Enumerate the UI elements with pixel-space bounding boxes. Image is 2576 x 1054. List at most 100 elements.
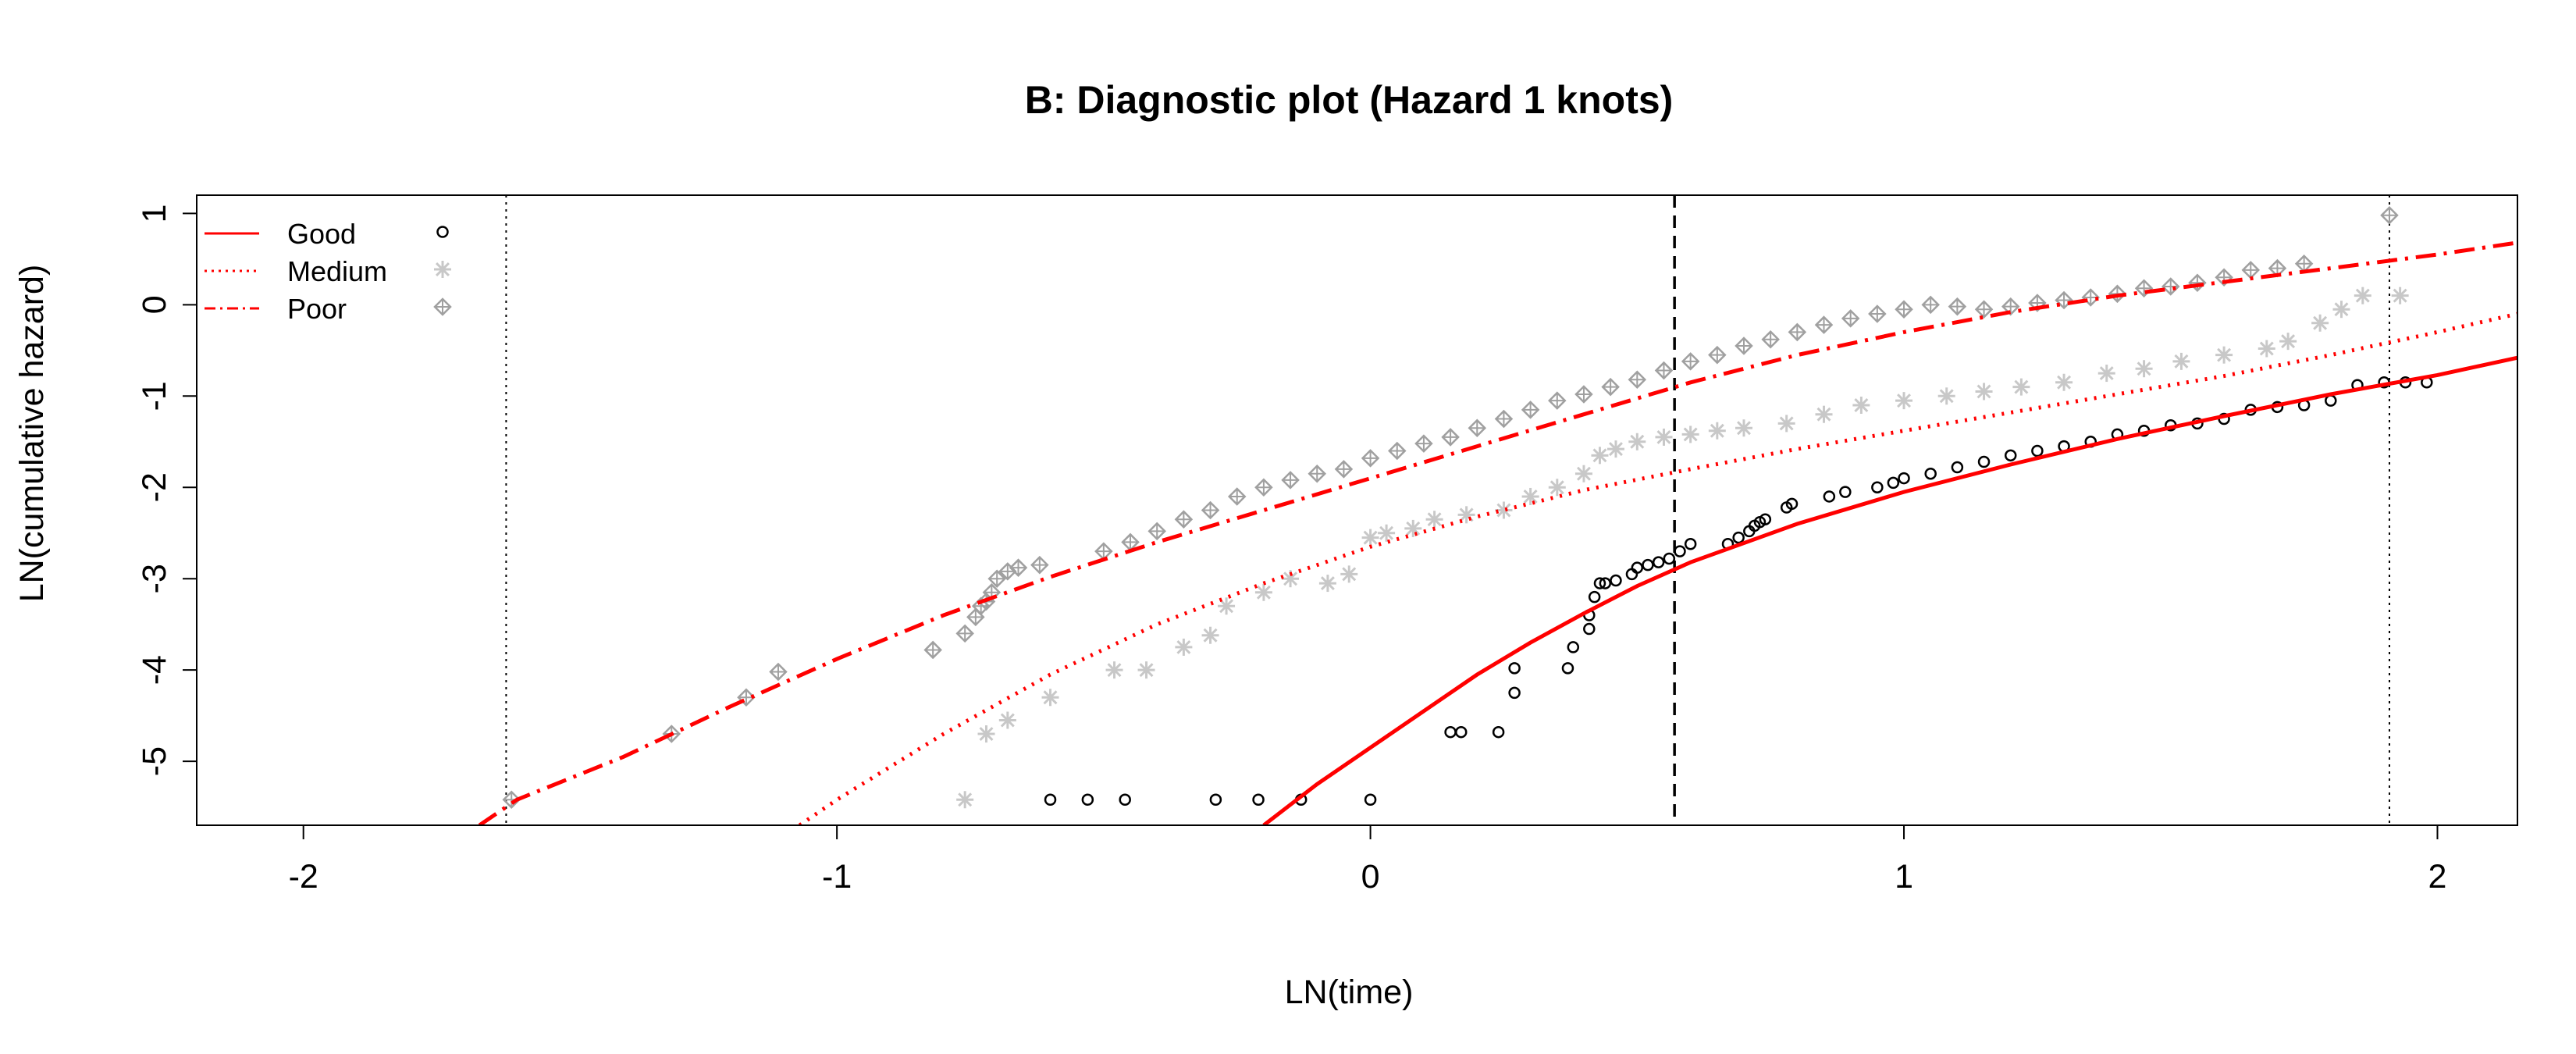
good-point <box>1924 467 1937 480</box>
medium-point <box>1175 638 1193 656</box>
medium-point <box>1425 511 1443 529</box>
medium-point <box>1708 422 1726 440</box>
medium-point <box>1628 433 1646 450</box>
medium-point <box>956 791 974 809</box>
circle-marker-shape <box>1759 513 1772 525</box>
medium-point <box>1735 419 1752 437</box>
medium-point <box>1137 661 1155 679</box>
poor-point <box>923 640 942 660</box>
asterisk-marker-stroke <box>2355 288 2370 303</box>
good-point <box>2031 444 2044 458</box>
poor-point <box>1174 510 1194 529</box>
poor-point <box>955 624 974 643</box>
poor-point <box>1974 300 1994 319</box>
asterisk-marker-stroke <box>1592 448 1607 463</box>
poor-point <box>1030 555 1049 575</box>
asterisk-marker-stroke <box>1219 599 1234 614</box>
good-point <box>1492 725 1505 739</box>
asterisk-marker-stroke <box>1283 572 1298 586</box>
circle-marker-shape <box>2031 444 2044 458</box>
circle-marker-shape <box>1977 455 1991 468</box>
circle-marker-shape <box>1588 590 1601 604</box>
asterisk-marker-stroke <box>979 727 994 742</box>
poor-point <box>1841 309 1860 328</box>
good-point <box>2325 394 2337 407</box>
good-point <box>1823 490 1836 503</box>
legend-marker-good <box>436 226 449 238</box>
asterisk-marker-stroke <box>1576 466 1591 481</box>
circle-marker-shape <box>1674 545 1686 557</box>
poor-point <box>2001 297 2020 316</box>
circle-marker-shape <box>1652 556 1665 568</box>
legend-label-medium: Medium <box>287 255 387 287</box>
poor-series <box>478 205 2517 825</box>
good-point <box>1209 793 1222 807</box>
asterisk-marker-stroke <box>1550 480 1564 495</box>
asterisk-marker-stroke <box>1406 521 1421 536</box>
asterisk-marker-stroke <box>2259 341 2274 356</box>
asterisk-marker-stroke <box>1000 713 1015 728</box>
legend-item-poor: Poor <box>205 293 452 325</box>
medium-point <box>1361 529 1379 547</box>
asterisk-marker-stroke <box>1320 576 1335 591</box>
medium-point <box>2055 373 2073 391</box>
poor-point <box>769 662 788 682</box>
good-point <box>1977 455 1991 468</box>
asterisk-marker-stroke <box>2099 366 2114 381</box>
good-point <box>1444 725 1457 739</box>
poor-point <box>1521 401 1540 419</box>
good-point <box>1588 590 1601 604</box>
medium-point <box>1574 465 1592 482</box>
circle-marker-shape <box>1610 574 1622 587</box>
circle-marker-shape <box>1898 472 1910 485</box>
asterisk-marker-stroke <box>1363 530 1378 545</box>
poor-point <box>1009 558 1028 577</box>
circle-marker-shape <box>1642 558 1654 572</box>
circle-marker-shape <box>1567 641 1580 653</box>
good-point <box>1674 545 1686 557</box>
good-point <box>1119 793 1131 807</box>
legend-marker-poor <box>433 297 452 316</box>
poor-point <box>1735 336 1753 355</box>
circle-marker-shape <box>1785 497 1799 511</box>
x-tick-label: -2 <box>289 858 318 896</box>
poor-point <box>2055 290 2073 310</box>
good-point <box>1508 662 1521 675</box>
good-point <box>1871 481 1884 494</box>
asterisk-marker-stroke <box>1523 489 1538 504</box>
y-tick-label: -5 <box>136 746 173 776</box>
circle-marker-shape <box>1508 686 1521 700</box>
medium-point <box>2391 287 2409 304</box>
poor-point <box>1628 370 1647 390</box>
asterisk-marker-stroke <box>1630 434 1645 449</box>
poor-point <box>1708 345 1727 365</box>
circle-marker-shape <box>1631 561 1644 574</box>
asterisk-marker-stroke <box>1043 690 1058 705</box>
good-point <box>1887 476 1900 490</box>
asterisk-marker-stroke <box>1710 423 1724 438</box>
medium-point <box>1815 405 1833 423</box>
circle-marker-shape <box>1508 662 1521 675</box>
plot-frame <box>196 194 2518 826</box>
legend-marker-medium <box>434 261 451 278</box>
y-tick-label: 0 <box>136 295 173 314</box>
poor-point <box>2161 277 2180 296</box>
circle-marker-shape <box>1924 467 1937 480</box>
poor-point <box>1441 428 1460 447</box>
circle-marker-shape <box>1684 538 1697 550</box>
asterisk-marker-stroke <box>958 792 973 807</box>
y-tick-label: 1 <box>136 204 173 223</box>
legend-item-good: Good <box>205 218 449 250</box>
poor-point <box>1948 297 1967 316</box>
medium-point <box>998 711 1016 729</box>
asterisk-marker-stroke <box>1656 429 1671 444</box>
good-fitted-curve <box>1262 355 2517 825</box>
data-layer <box>478 195 2517 825</box>
y-tick-label: -3 <box>136 564 173 593</box>
circle-marker-shape <box>2325 394 2337 407</box>
good-point <box>1583 622 1596 636</box>
medium-point <box>1282 570 1300 588</box>
asterisk-marker-stroke <box>1203 628 1218 643</box>
asterisk-marker-stroke <box>1459 507 1474 522</box>
circle-marker-shape <box>1583 622 1596 636</box>
